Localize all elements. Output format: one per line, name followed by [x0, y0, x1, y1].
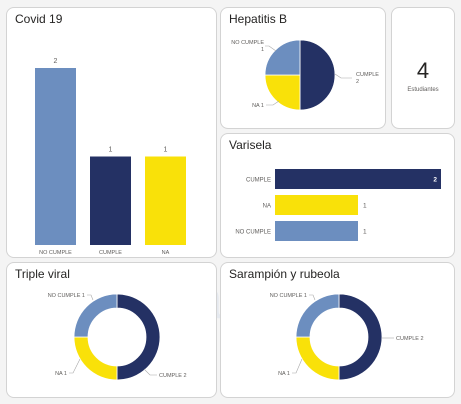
covid-bar — [90, 156, 131, 245]
hepatitis-label-cumple-value: 2 — [356, 79, 359, 85]
covid-bar — [145, 156, 186, 245]
varisela-bar-value: 2 — [433, 177, 437, 184]
sarampion-leader-line — [309, 294, 316, 301]
hepatitis-label-na: NA 1 — [252, 103, 264, 109]
covid-bar-value: 2 — [54, 58, 58, 65]
students-label: Estudiantes — [407, 87, 439, 93]
covid-title: Covid 19 — [15, 12, 63, 26]
sarampion-donut-chart: CUMPLE 2 NA 1 NO CUMPLE 1 — [270, 293, 424, 381]
triple-viral-leader-line — [143, 368, 157, 376]
varisela-category-label: CUMPLE — [246, 178, 271, 184]
triple-viral-donut-chart: CUMPLE 2 NA 1 NO CUMPLE 1 — [48, 293, 187, 381]
sarampion-label-na: NA 1 — [278, 371, 290, 377]
varisela-bar — [275, 195, 358, 215]
hepatitis-leader-line — [265, 45, 277, 52]
varisela-bar — [275, 169, 441, 189]
students-count: 4 — [416, 58, 430, 83]
covid-category-label: NA — [162, 250, 170, 254]
triple-viral-title: Triple viral — [15, 267, 70, 281]
sarampion-leader-line — [292, 358, 303, 374]
triple-viral-leader-line — [69, 358, 81, 374]
varisela-card: Varisela CUMPLE 2 NA 1 NO CUMPLE 1 — [220, 133, 455, 258]
hepatitis-slice — [264, 39, 301, 76]
hepatitis-label-no-cumple: NO CUMPLE — [231, 40, 264, 46]
covid-bar-value: 1 — [164, 147, 168, 154]
varisela-bar-value: 1 — [363, 229, 367, 236]
hepatitis-slice — [299, 39, 336, 111]
triple-viral-slice — [73, 336, 118, 381]
triple-viral-slice — [73, 293, 118, 338]
hepatitis-card: Hepatitis B CUMPLE 2 NA 1 NO CUMPLE 1 — [220, 7, 386, 129]
covid-bar-value: 1 — [109, 147, 113, 154]
varisela-category-label: NO CUMPLE — [235, 230, 271, 236]
sarampion-title: Sarampión y rubeola — [229, 267, 340, 281]
hepatitis-label-cumple: CUMPLE — [356, 72, 379, 78]
sarampion-label-no-cumple: NO CUMPLE 1 — [270, 293, 307, 299]
triple-viral-label-na: NA 1 — [55, 371, 67, 377]
hepatitis-slice — [264, 74, 301, 111]
hepatitis-leader-line — [266, 100, 280, 106]
triple-viral-label-no-cumple: NO CUMPLE 1 — [48, 293, 85, 299]
varisela-bar-chart: CUMPLE 2 NA 1 NO CUMPLE 1 — [235, 169, 441, 241]
triple-viral-slice — [116, 293, 161, 381]
varisela-bar — [275, 221, 358, 241]
varisela-category-label: NA — [263, 204, 271, 210]
sarampion-label-cumple: CUMPLE 2 — [396, 336, 424, 342]
students-kpi-card: 4 Estudiantes — [391, 7, 455, 129]
triple-viral-label-cumple: CUMPLE 2 — [159, 373, 187, 379]
varisela-bar-value: 1 — [363, 203, 367, 210]
sarampion-slice — [295, 336, 340, 381]
varisela-title: Varisela — [229, 138, 272, 152]
sarampion-slice — [295, 293, 340, 338]
covid-card: Covid 19 2 NO CUMPLE 1 CUMPLE 1 NA — [6, 7, 217, 258]
sarampion-slice — [338, 293, 383, 381]
covid-bar-chart: 2 NO CUMPLE 1 CUMPLE 1 NA — [35, 58, 186, 254]
covid-bar — [35, 68, 76, 245]
covid-category-label: NO CUMPLE — [39, 250, 72, 254]
triple-viral-card: Triple viral CUMPLE 2 NA 1 NO CUMPLE 1 — [6, 262, 217, 398]
hepatitis-title: Hepatitis B — [229, 12, 288, 26]
hepatitis-leader-line — [334, 73, 352, 79]
triple-viral-leader-line — [87, 294, 94, 301]
hepatitis-label-no-cumple-value: 1 — [261, 47, 264, 53]
covid-category-label: CUMPLE — [99, 250, 122, 254]
sarampion-card: Sarampión y rubeola CUMPLE 2 NA 1 NO CUMPL… — [220, 262, 455, 398]
